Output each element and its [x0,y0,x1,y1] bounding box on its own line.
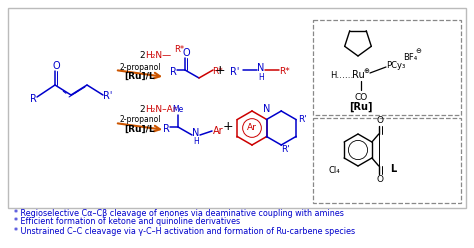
Text: * Regioselective Cα–Cβ cleavage of enones via deaminative coupling with amines: * Regioselective Cα–Cβ cleavage of enone… [14,209,344,217]
Text: CO: CO [355,93,368,101]
Text: +: + [215,63,225,76]
Text: R': R' [281,146,290,155]
Text: L: L [390,164,396,174]
Text: +: + [223,121,233,133]
Bar [313,118,461,203]
Text: [Ru]: [Ru] [349,102,373,112]
Text: 2: 2 [140,51,148,60]
Text: R: R [170,67,176,77]
Text: 2: 2 [140,104,148,114]
Text: O: O [52,61,60,71]
Bar [8,8,466,208]
Text: N: N [192,128,200,138]
Text: R*: R* [174,45,184,55]
Text: R: R [29,94,36,104]
Text: H……: H…… [330,70,354,80]
Text: H: H [258,73,264,83]
Text: PCy₃: PCy₃ [386,61,406,69]
Text: Ar: Ar [213,126,223,136]
Text: O: O [376,175,383,184]
Text: * Unstrained C–C cleavage via γ-C–H activation and formation of Ru-carbene speci: * Unstrained C–C cleavage via γ-C–H acti… [14,226,355,236]
Text: * Efficient formation of ketone and quinoline derivatives: * Efficient formation of ketone and quin… [14,217,240,226]
Text: R': R' [298,115,307,124]
Text: R*: R* [280,67,291,76]
Text: BF₄: BF₄ [403,53,417,62]
Text: Ar: Ar [247,124,257,132]
Text: 2-propanol: 2-propanol [119,116,161,124]
Text: O: O [182,48,190,58]
Text: N: N [257,63,264,73]
Text: R: R [163,124,169,134]
Text: H: H [193,136,199,146]
Text: ⊕: ⊕ [363,68,369,74]
Text: O: O [376,116,383,125]
Text: H₂N—: H₂N— [145,51,171,60]
Text: N: N [263,104,270,114]
Text: H₂N–Ar: H₂N–Ar [145,104,176,114]
Text: Cl₄: Cl₄ [328,166,340,175]
Text: R': R' [230,67,240,77]
Text: ⊖: ⊖ [415,48,421,54]
Text: Ru: Ru [352,70,365,80]
Text: [Ru]/L: [Ru]/L [125,71,155,81]
Text: [Ru]/L: [Ru]/L [125,124,155,133]
Bar [313,20,461,115]
Text: 2-propanol: 2-propanol [119,62,161,71]
Text: R': R' [103,91,113,101]
Text: R*: R* [213,67,223,76]
Text: Me: Me [173,105,183,115]
